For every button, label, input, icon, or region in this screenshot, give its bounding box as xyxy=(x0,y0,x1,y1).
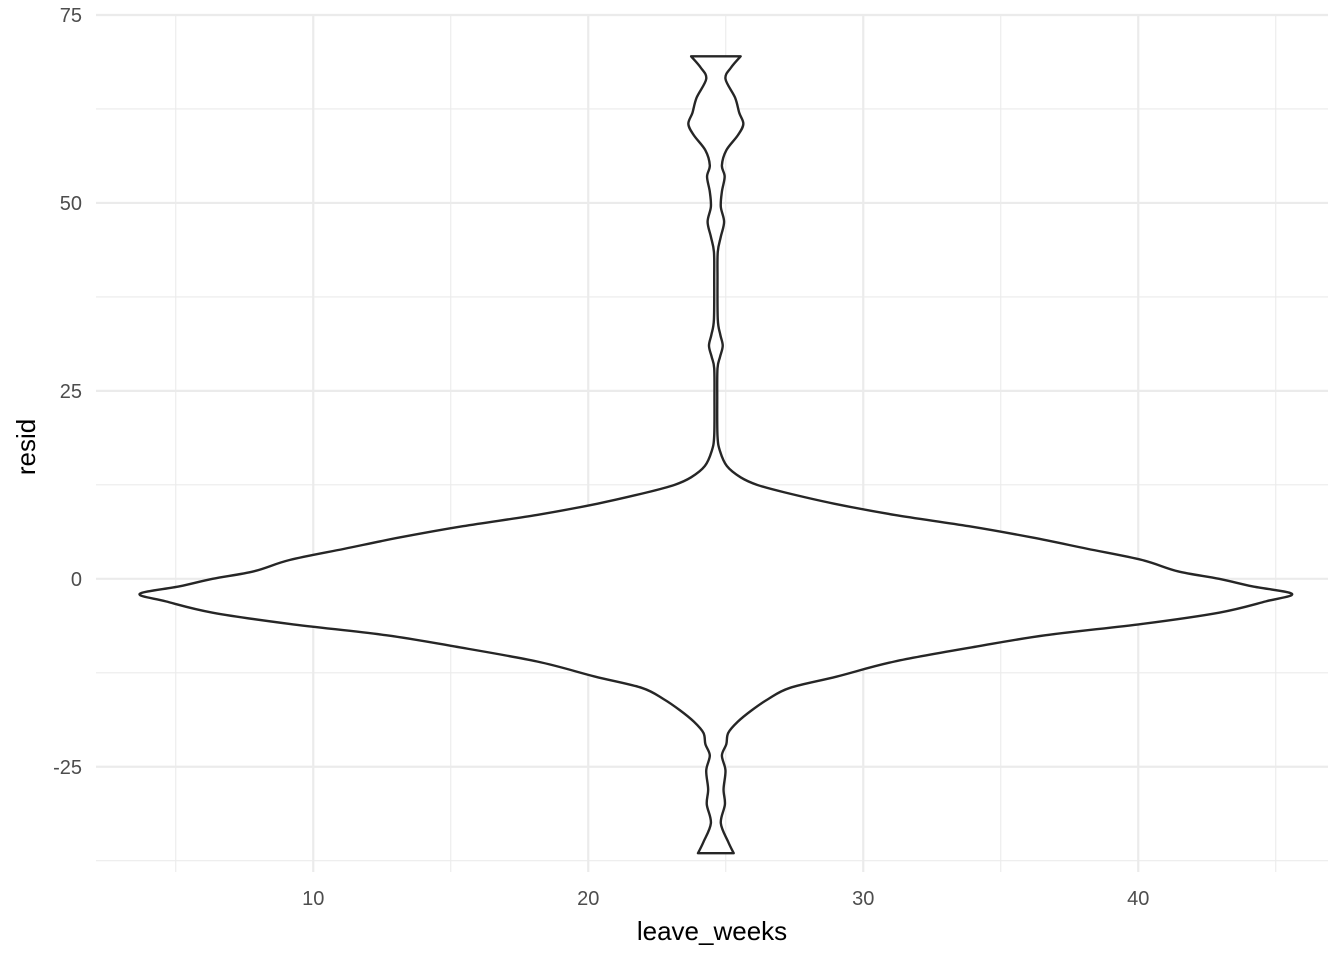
x-tick-labels: 10 20 30 40 xyxy=(302,888,1149,910)
y-tick-label: 0 xyxy=(71,569,82,591)
y-tick-label: 75 xyxy=(60,5,82,27)
x-tick-label: 20 xyxy=(577,888,599,910)
y-tick-label: -25 xyxy=(53,757,82,779)
minor-gridlines-x xyxy=(175,15,1277,872)
x-axis-title: leave_weeks xyxy=(637,916,787,946)
violin-layer xyxy=(138,55,1294,855)
y-axis-title: resid xyxy=(11,419,41,475)
y-tick-label: 25 xyxy=(60,381,82,403)
x-tick-label: 30 xyxy=(852,888,874,910)
x-tick-label: 40 xyxy=(1127,888,1149,910)
violin-shape xyxy=(138,55,1294,855)
major-gridlines-x xyxy=(312,15,1140,872)
y-tick-label: 50 xyxy=(60,193,82,215)
y-tick-labels: -25 0 25 50 75 xyxy=(53,5,82,779)
x-tick-label: 10 xyxy=(302,888,324,910)
